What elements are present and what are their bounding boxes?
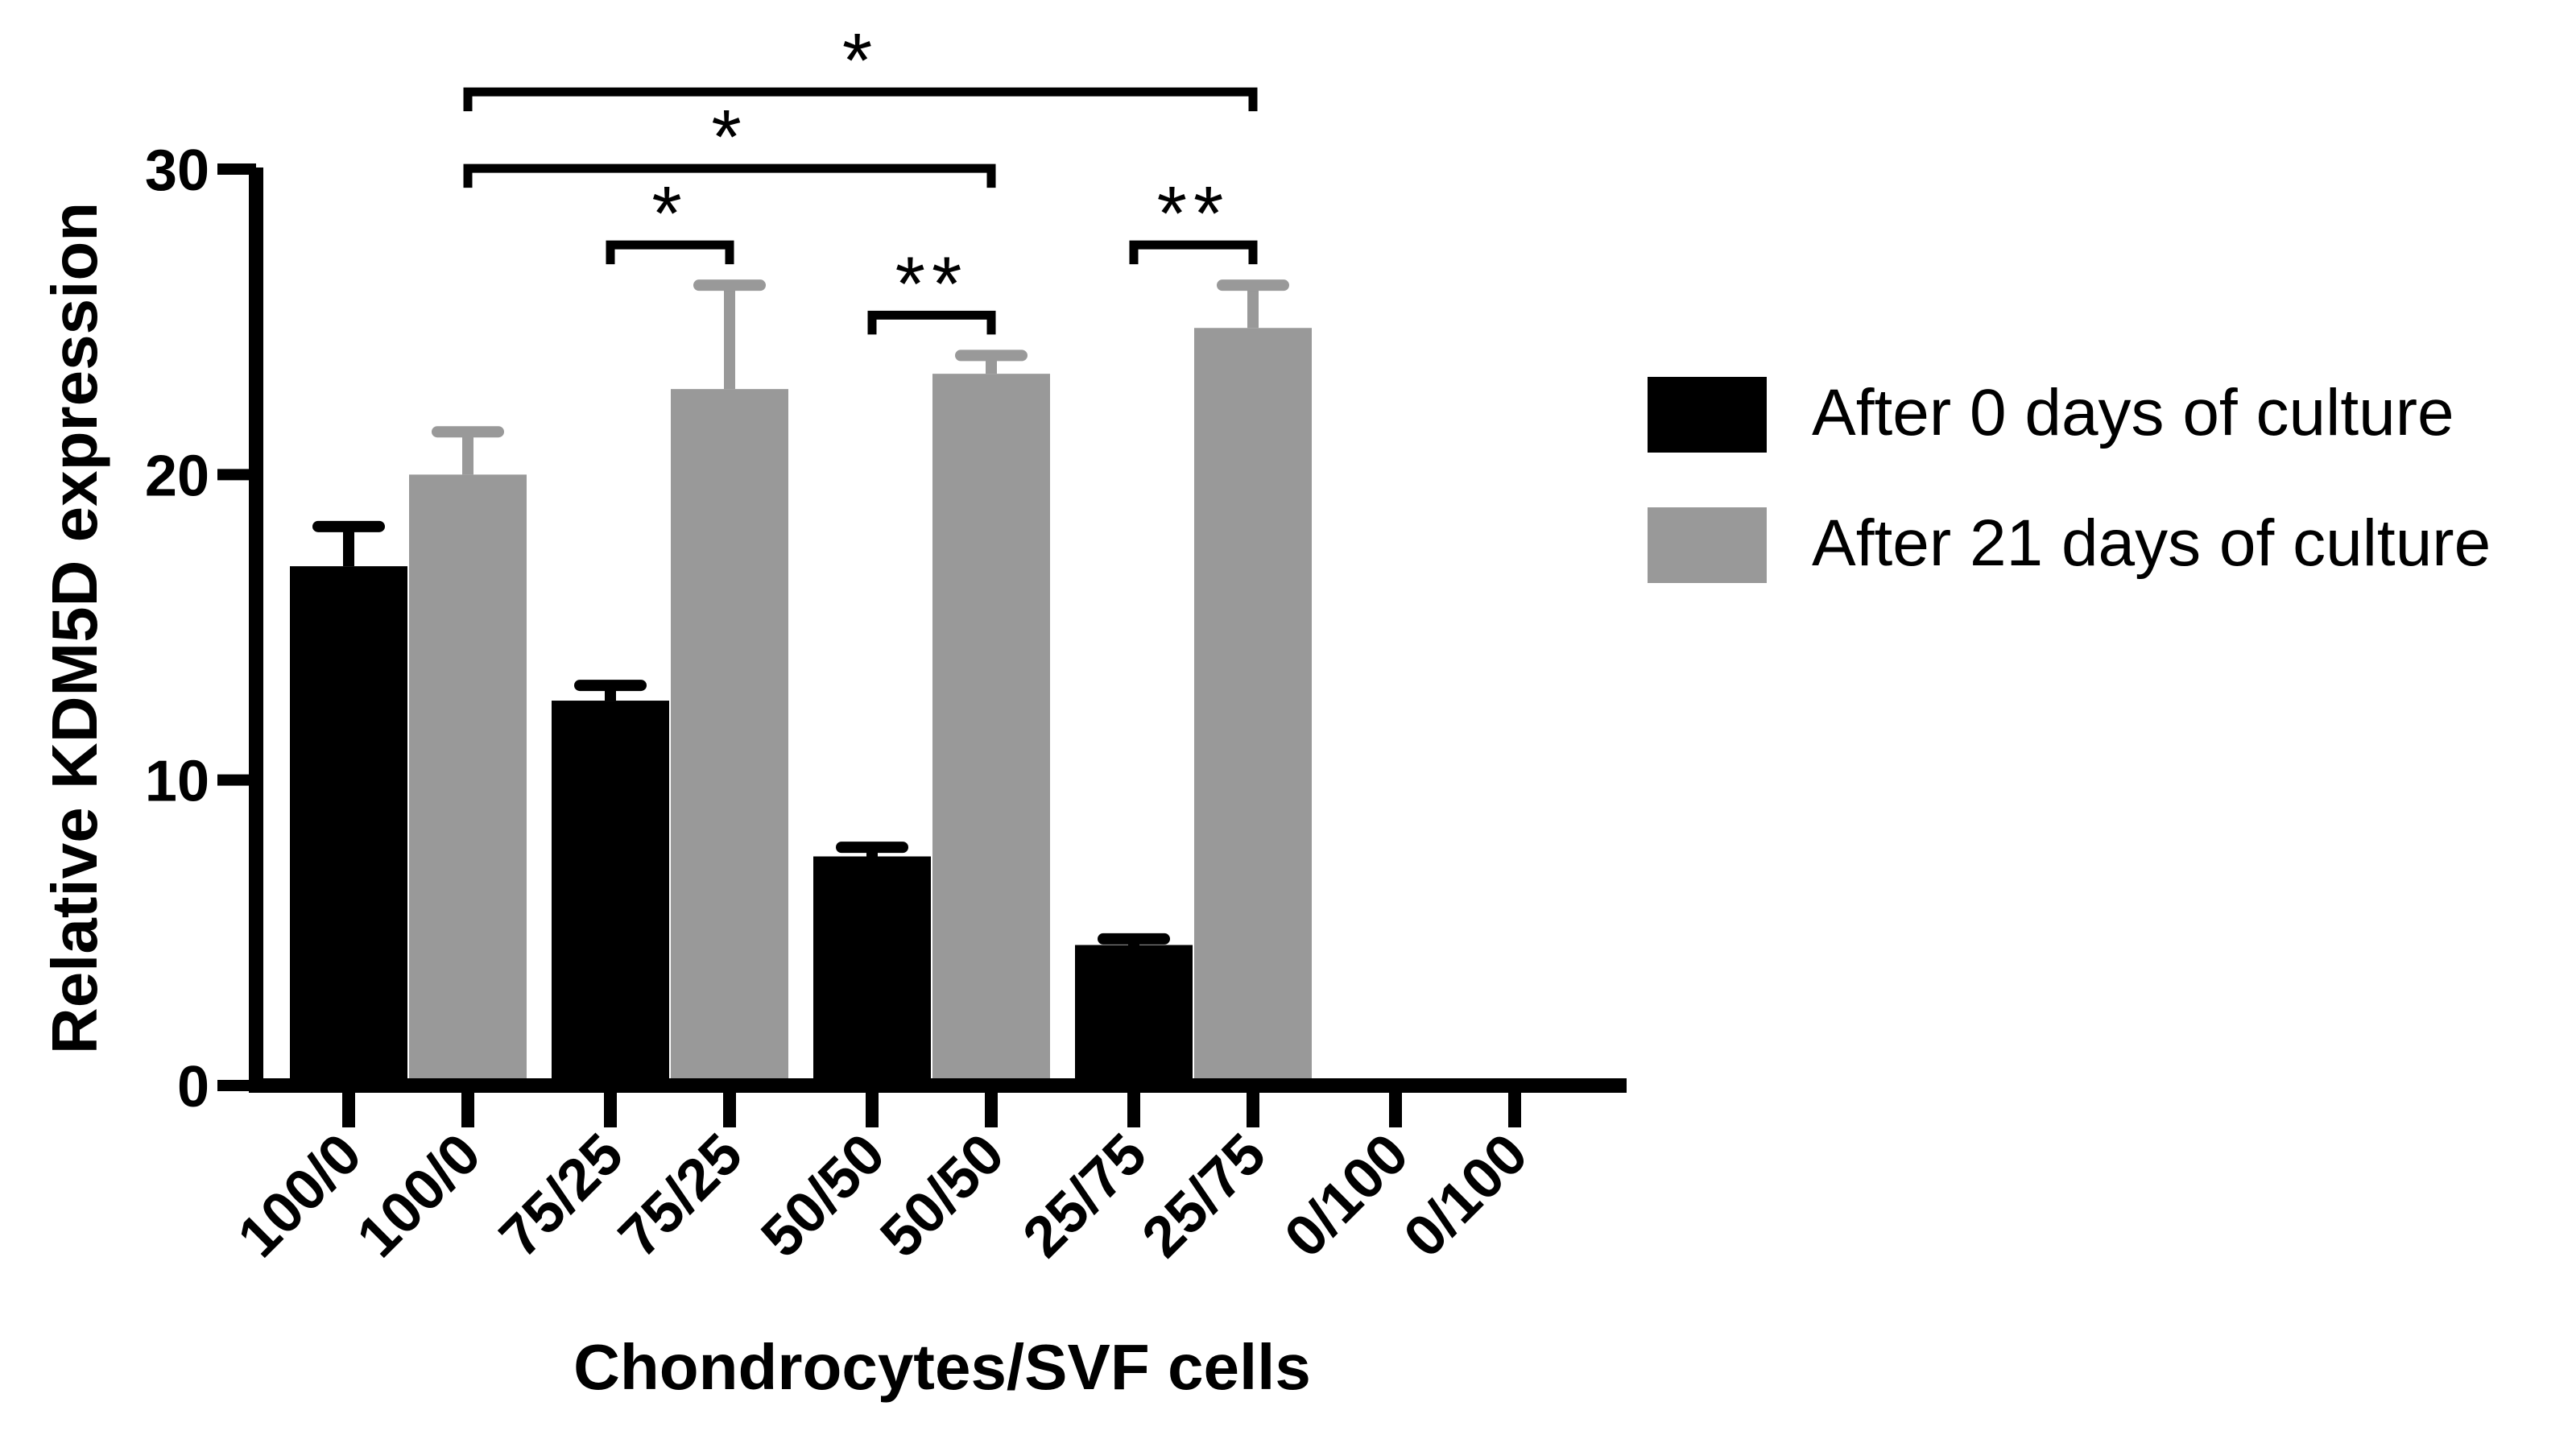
x-tick-label: 0/100 xyxy=(1391,1122,1540,1270)
bar-25-75-series-1 xyxy=(1194,328,1312,1086)
bars-layer xyxy=(290,328,1312,1086)
error-bars-layer xyxy=(312,279,1289,945)
significance-bracket xyxy=(606,240,734,265)
legend: After 0 days of culture After 21 days of … xyxy=(1648,376,2491,583)
significance-bracket xyxy=(463,163,996,188)
x-tick-label: 0/100 xyxy=(1272,1122,1420,1270)
y-tick-label: 0 xyxy=(177,1055,209,1119)
y-axis-title: Relative KDM5D expression xyxy=(39,202,110,1054)
significance-label: * xyxy=(651,171,688,257)
bar-75-25-series-0 xyxy=(552,701,669,1086)
x-tick-label: 25/75 xyxy=(1011,1122,1159,1270)
bar-100-0-series-0 xyxy=(290,566,407,1086)
significance-label: ** xyxy=(895,241,969,327)
significance-label: ** xyxy=(1157,171,1230,257)
bar-50-50-series-1 xyxy=(932,374,1050,1086)
x-tick-label: 25/75 xyxy=(1130,1122,1278,1270)
x-tick-label: 100/0 xyxy=(225,1122,374,1270)
y-tick-label: 30 xyxy=(145,139,209,203)
legend-swatch-series-0 xyxy=(1648,377,1767,453)
bar-50-50-series-0 xyxy=(813,856,931,1086)
significance-bracket xyxy=(463,87,1258,112)
legend-label-series-0: After 0 days of culture xyxy=(1812,376,2454,449)
bar-25-75-series-0 xyxy=(1075,945,1193,1086)
y-tick-label: 20 xyxy=(145,444,209,508)
x-tick-label: 75/25 xyxy=(487,1122,635,1270)
y-tick-label: 10 xyxy=(145,750,209,814)
significance-bracket xyxy=(867,310,996,335)
x-axis-title: Chondrocytes/SVF cells xyxy=(573,1331,1311,1403)
x-tick-label: 50/50 xyxy=(749,1122,897,1270)
bar-100-0-series-1 xyxy=(409,474,527,1086)
significance-label: * xyxy=(711,94,747,180)
x-tick-label: 100/0 xyxy=(345,1122,493,1270)
x-tick-label: 50/50 xyxy=(868,1122,1016,1270)
significance-label: * xyxy=(842,18,879,104)
bar-75-25-series-1 xyxy=(671,389,788,1086)
legend-swatch-series-1 xyxy=(1648,507,1767,583)
legend-label-series-1: After 21 days of culture xyxy=(1812,507,2491,580)
significance-layer: ******* xyxy=(463,18,1258,335)
significance-bracket xyxy=(1129,240,1258,265)
x-tick-label: 75/25 xyxy=(606,1122,755,1270)
